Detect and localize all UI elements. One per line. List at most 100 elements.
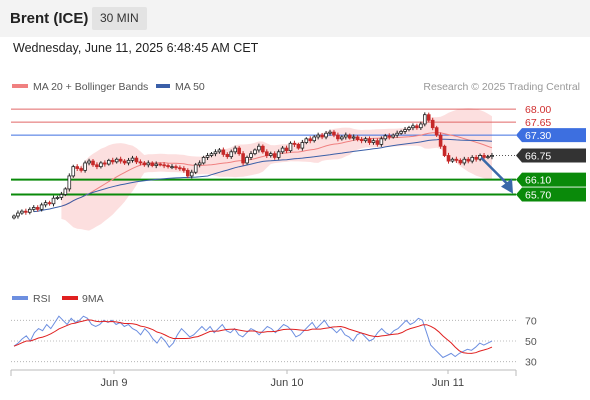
instrument-title: Brent (ICE): [10, 10, 89, 27]
candle: [351, 134, 356, 141]
candle: [146, 160, 151, 168]
candle: [182, 166, 186, 173]
x-tick-label: Jun 9: [101, 377, 128, 389]
candle: [217, 148, 222, 154]
support1-label: 66.10: [525, 175, 551, 187]
rsi-panel-layer: 70 50 30: [11, 315, 537, 369]
support2-tag: [516, 187, 586, 202]
candle: [403, 126, 407, 134]
forecast-arrow-head: [501, 178, 513, 194]
candle: [422, 112, 427, 127]
candle: [399, 129, 403, 135]
candle: [118, 156, 123, 164]
candle: [27, 207, 32, 215]
rsi-ma-line: [13, 319, 493, 354]
rsi-level-label: 70: [525, 315, 537, 327]
candle: [249, 151, 253, 160]
candle: [312, 135, 316, 143]
support2-label: 65.70: [525, 189, 551, 201]
header-bar: Brent (ICE) 30 MIN: [0, 0, 590, 37]
candle: [233, 145, 238, 155]
candle: [470, 155, 474, 164]
candle: [316, 132, 320, 140]
candle: [395, 130, 399, 138]
candle: [462, 156, 467, 166]
candle: [375, 138, 380, 147]
bollinger-band: [61, 108, 493, 231]
candle: [103, 160, 107, 167]
candle: [257, 143, 261, 153]
candle: [158, 162, 162, 167]
candle: [51, 195, 56, 207]
candle: [197, 160, 202, 168]
candle: [407, 125, 411, 132]
candle: [343, 132, 348, 140]
rsi-level-label: 30: [525, 357, 537, 369]
timeframe-button[interactable]: 30 MIN: [92, 7, 147, 30]
price-levels-layer: [11, 108, 516, 196]
candle: [91, 159, 95, 167]
candle: [95, 162, 99, 170]
candle: [75, 164, 80, 171]
candle: [185, 168, 190, 179]
candle: [379, 136, 384, 147]
rsi-level-label: 50: [525, 336, 537, 348]
candle: [43, 200, 48, 208]
candle: [83, 160, 87, 173]
resistance1-label: 67.65: [525, 117, 551, 129]
candle: [300, 139, 305, 151]
ma50-legend-swatch: [156, 84, 170, 88]
candle: [170, 164, 174, 170]
candle: [466, 157, 471, 164]
candle: [272, 151, 277, 160]
candle: [450, 157, 455, 163]
last-label: 66.75: [525, 151, 551, 163]
candle: [126, 157, 131, 166]
candle: [292, 140, 297, 147]
candle: [87, 158, 91, 166]
candle: [67, 173, 72, 192]
datetime-text: Wednesday, June 11, 2025 6:48:45 AM CET: [13, 41, 259, 55]
candle: [237, 146, 241, 156]
candle: [328, 129, 332, 136]
candle: [340, 135, 344, 141]
candle: [24, 208, 28, 215]
candle: [474, 154, 478, 162]
candle: [355, 135, 360, 142]
support1-tag: [516, 172, 586, 187]
candle: [458, 158, 463, 165]
candle: [178, 165, 182, 171]
candle: [304, 137, 309, 145]
candle: [430, 117, 435, 131]
rsi-ma-legend-swatch: [62, 296, 78, 300]
pivot-label: 67.30: [525, 130, 551, 142]
candle: [446, 152, 451, 164]
candle: [114, 157, 119, 164]
x-tick-label: Jun 11: [432, 377, 464, 389]
candle: [107, 158, 111, 166]
candle: [35, 205, 40, 212]
candle: [288, 141, 293, 153]
candle: [426, 112, 431, 123]
x-axis-labels: Jun 9 Jun 10 Jun 11: [101, 370, 464, 389]
candle: [264, 149, 269, 159]
ma50-line: [33, 138, 493, 213]
candle: [166, 163, 170, 169]
credit-text: Research © 2025 Trading Central: [423, 81, 580, 93]
candle: [359, 137, 364, 144]
candle: [150, 161, 155, 168]
candle: [79, 166, 83, 173]
bollinger-band-layer: [61, 108, 493, 231]
rsi-line: [13, 315, 493, 359]
candle: [419, 121, 423, 130]
candle: [371, 138, 376, 145]
candle: [16, 210, 20, 219]
candle: [71, 164, 76, 178]
candle: [193, 162, 198, 175]
candle: [454, 156, 459, 163]
candle: [320, 132, 324, 140]
candle: [39, 202, 44, 212]
candle: [221, 147, 226, 157]
candle: [245, 155, 249, 165]
